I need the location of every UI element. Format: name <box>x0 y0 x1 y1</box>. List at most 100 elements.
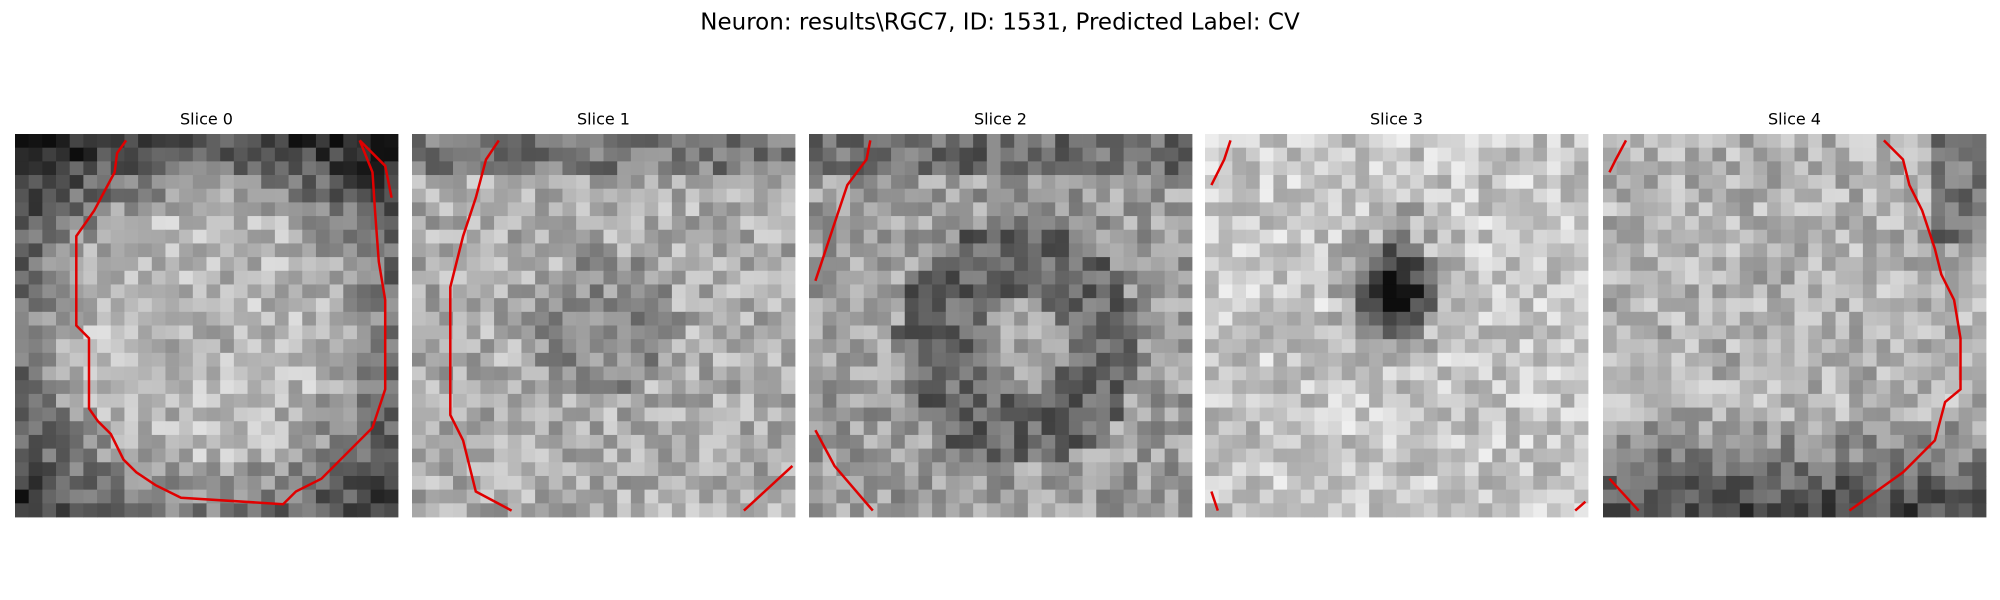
pixel <box>1082 421 1097 436</box>
pixel <box>220 366 235 381</box>
pixel <box>494 311 509 326</box>
pixel <box>986 503 1001 518</box>
pixel <box>767 298 782 313</box>
pixel <box>151 202 166 217</box>
pixel <box>1273 243 1288 258</box>
pixel <box>1876 475 1891 491</box>
pixel <box>1505 489 1521 504</box>
pixel <box>412 134 427 149</box>
pixel <box>904 216 919 231</box>
pixel <box>1603 270 1618 285</box>
pixel <box>1259 339 1274 354</box>
pixel <box>740 134 755 149</box>
pixel <box>1808 366 1823 381</box>
pixel <box>904 380 919 395</box>
pixel <box>1027 216 1042 231</box>
pixel <box>576 352 591 367</box>
pixel <box>1739 257 1754 272</box>
pixel <box>1218 489 1233 504</box>
pixel <box>699 352 714 367</box>
pixel <box>1300 243 1315 258</box>
pixel <box>973 270 988 285</box>
pixel <box>1423 366 1438 381</box>
pixel <box>412 503 427 518</box>
pixel <box>370 284 385 299</box>
pixel <box>1944 270 1960 285</box>
pixel <box>83 311 98 326</box>
pixel <box>356 188 372 203</box>
pixel <box>1287 462 1302 477</box>
pixel <box>589 448 604 463</box>
pixel <box>1712 407 1727 422</box>
pixel <box>356 216 372 231</box>
pixel <box>1041 448 1056 463</box>
pixel <box>274 311 289 326</box>
pixel <box>671 311 686 326</box>
pixel <box>466 229 481 244</box>
pixel <box>904 202 919 217</box>
pixel <box>1287 380 1302 395</box>
pixel <box>439 188 454 203</box>
pixel <box>274 298 289 313</box>
pixel <box>1000 393 1015 408</box>
pixel <box>1259 257 1274 272</box>
pixel <box>1616 366 1631 381</box>
pixel <box>1505 188 1521 203</box>
pixel <box>329 407 344 422</box>
pixel <box>384 257 399 272</box>
pixel <box>1123 298 1138 313</box>
pixel <box>1890 393 1905 408</box>
pixel <box>753 257 769 272</box>
pixel <box>179 243 194 258</box>
pixel <box>1849 161 1864 176</box>
pixel <box>507 475 522 491</box>
pixel <box>1328 202 1343 217</box>
pixel <box>1437 393 1452 408</box>
pixel <box>233 434 248 450</box>
pixel <box>192 270 207 285</box>
pixel <box>1164 366 1179 381</box>
pixel <box>1533 161 1548 176</box>
pixel <box>1492 366 1507 381</box>
pixel <box>56 366 71 381</box>
pixel <box>1698 393 1713 408</box>
pixel <box>1603 243 1618 258</box>
pixel <box>918 311 933 326</box>
pixel <box>439 229 454 244</box>
pixel <box>507 161 522 176</box>
pixel <box>425 270 440 285</box>
pixel <box>1423 339 1438 354</box>
pixel <box>1767 175 1782 190</box>
pixel <box>932 489 947 504</box>
pixel <box>1616 216 1631 231</box>
pixel <box>1150 503 1166 518</box>
pixel <box>1437 134 1452 149</box>
pixel <box>1917 311 1932 326</box>
pixel <box>1287 216 1302 231</box>
pixel <box>836 489 851 504</box>
pixel <box>548 243 563 258</box>
pixel <box>1616 393 1631 408</box>
pixel <box>206 366 221 381</box>
pixel <box>836 229 851 244</box>
pixel <box>809 161 824 176</box>
pixel <box>97 489 112 504</box>
pixel <box>877 325 892 340</box>
pixel <box>1917 421 1932 436</box>
pixel <box>412 448 427 463</box>
pixel <box>1533 448 1548 463</box>
pixel <box>726 380 741 395</box>
pixel <box>151 503 166 518</box>
pixel <box>1767 257 1782 272</box>
pixel <box>1341 339 1356 354</box>
pixel <box>1396 393 1411 408</box>
pixel <box>932 202 947 217</box>
pixel <box>288 421 303 436</box>
pixel <box>1767 298 1782 313</box>
pixel <box>1164 257 1179 272</box>
pixel <box>1644 434 1659 450</box>
pixel <box>1862 243 1877 258</box>
pixel <box>1328 134 1343 149</box>
pixel <box>1137 421 1152 436</box>
pixel <box>288 339 303 354</box>
